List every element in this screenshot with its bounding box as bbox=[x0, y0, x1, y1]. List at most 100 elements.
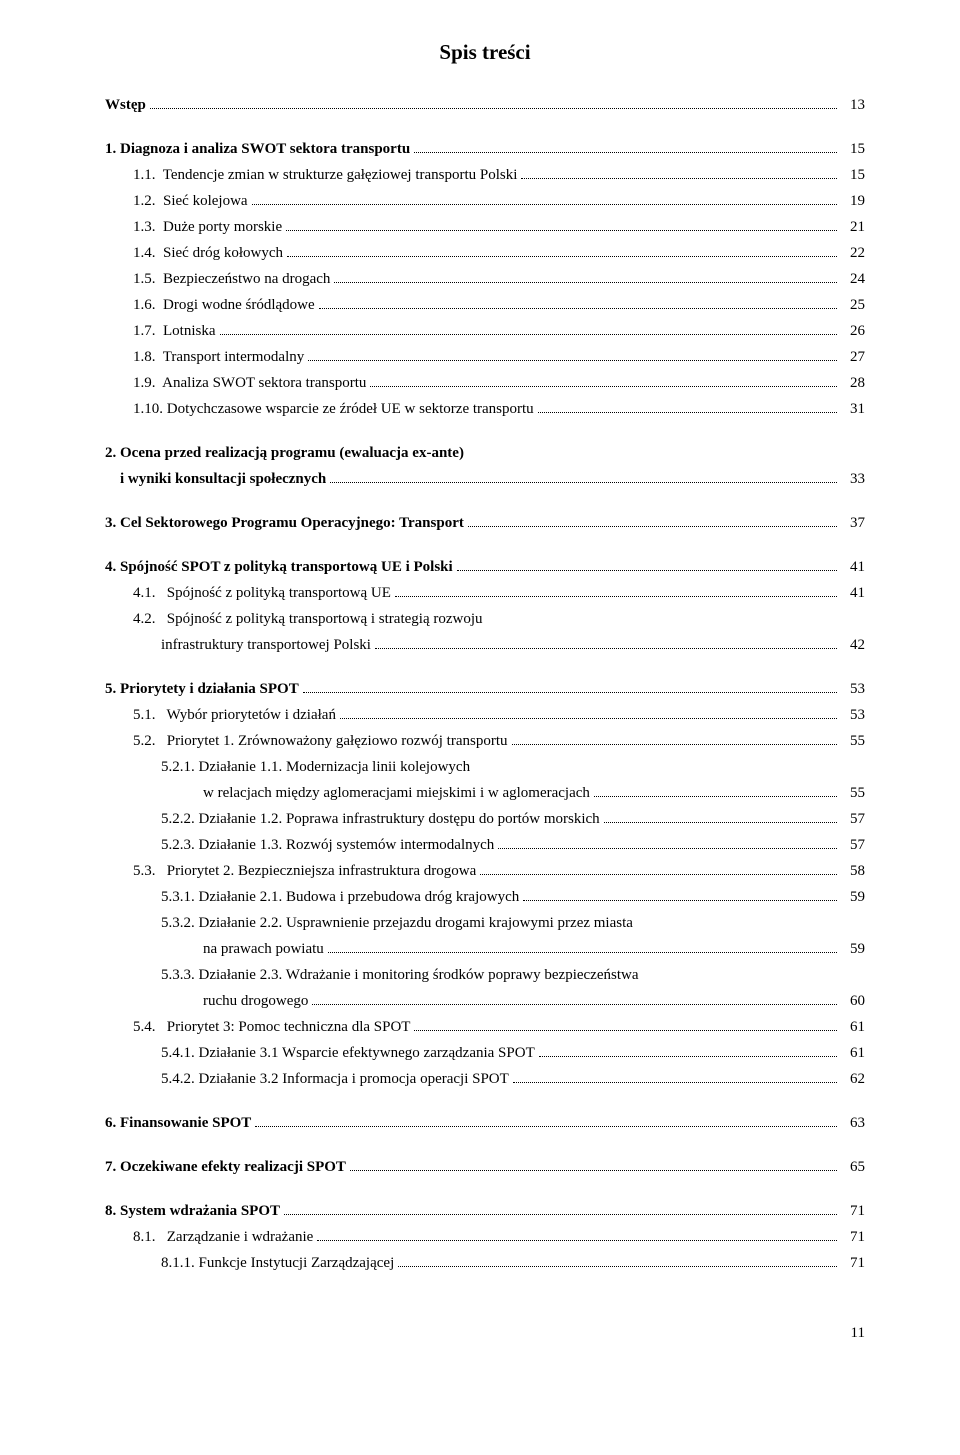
toc-label: 5.3.2. Działanie 2.2. Usprawnienie przej… bbox=[161, 911, 633, 935]
toc-leader-dots bbox=[538, 412, 837, 413]
page-title: Spis treści bbox=[105, 40, 865, 65]
toc-label: 5.3.3. Działanie 2.3. Wdrażanie i monito… bbox=[161, 963, 639, 987]
toc-label: 8. System wdrażania SPOT bbox=[105, 1199, 280, 1223]
toc-label: 3. Cel Sektorowego Programu Operacyjnego… bbox=[105, 511, 464, 535]
toc-label: 4.1. Spójność z polityką transportową UE bbox=[133, 581, 391, 605]
toc-label: 1.5. Bezpieczeństwo na drogach bbox=[133, 267, 330, 291]
toc-label: 1.9. Analiza SWOT sektora transportu bbox=[133, 371, 366, 395]
toc-entry: 5.4.2. Działanie 3.2 Informacja i promoc… bbox=[105, 1067, 865, 1091]
toc-label: 8.1.1. Funkcje Instytucji Zarządzającej bbox=[161, 1251, 394, 1275]
toc-label: 1.2. Sieć kolejowa bbox=[133, 189, 248, 213]
table-of-contents: Wstęp131. Diagnoza i analiza SWOT sektor… bbox=[105, 93, 865, 1275]
toc-page: 33 bbox=[841, 467, 865, 491]
toc-label: 1.1. Tendencje zmian w strukturze gałęzi… bbox=[133, 163, 517, 187]
toc-leader-dots bbox=[414, 1030, 837, 1031]
toc-label: 5.2.2. Działanie 1.2. Poprawa infrastruk… bbox=[161, 807, 600, 831]
toc-page: 21 bbox=[841, 215, 865, 239]
toc-entry: 5. Priorytety i działania SPOT53 bbox=[105, 677, 865, 701]
toc-leader-dots bbox=[340, 718, 837, 719]
toc-page: 41 bbox=[841, 581, 865, 605]
toc-label: 1.6. Drogi wodne śródlądowe bbox=[133, 293, 315, 317]
toc-label: 6. Finansowanie SPOT bbox=[105, 1111, 251, 1135]
toc-page: 63 bbox=[841, 1111, 865, 1135]
toc-page: 28 bbox=[841, 371, 865, 395]
toc-label: 1.3. Duże porty morskie bbox=[133, 215, 282, 239]
toc-entry: 5.4.1. Działanie 3.1 Wsparcie efektywneg… bbox=[105, 1041, 865, 1065]
toc-entry: 1.9. Analiza SWOT sektora transportu 28 bbox=[105, 371, 865, 395]
toc-label: 5.4. Priorytet 3: Pomoc techniczna dla S… bbox=[133, 1015, 410, 1039]
toc-page: 55 bbox=[841, 781, 865, 805]
section-gap bbox=[105, 1093, 865, 1111]
toc-leader-dots bbox=[375, 648, 837, 649]
toc-entry: 4. Spójność SPOT z polityką transportową… bbox=[105, 555, 865, 579]
toc-label: 1.10. Dotychczasowe wsparcie ze źródeł U… bbox=[133, 397, 534, 421]
toc-leader-dots bbox=[287, 256, 837, 257]
toc-label: 5.4.1. Działanie 3.1 Wsparcie efektywneg… bbox=[161, 1041, 535, 1065]
toc-entry: 1.10. Dotychczasowe wsparcie ze źródeł U… bbox=[105, 397, 865, 421]
toc-label: w relacjach między aglomeracjami miejski… bbox=[203, 781, 590, 805]
toc-entry: infrastruktury transportowej Polski42 bbox=[105, 633, 865, 657]
toc-leader-dots bbox=[319, 308, 837, 309]
toc-page: 61 bbox=[841, 1015, 865, 1039]
toc-leader-dots bbox=[303, 692, 837, 693]
toc-page: 71 bbox=[841, 1251, 865, 1275]
section-gap bbox=[105, 423, 865, 441]
toc-page: 71 bbox=[841, 1199, 865, 1223]
toc-label: 1.7. Lotniska bbox=[133, 319, 216, 343]
toc-leader-dots bbox=[350, 1170, 837, 1171]
toc-entry: 4.1. Spójność z polityką transportową UE… bbox=[105, 581, 865, 605]
toc-page: 57 bbox=[841, 807, 865, 831]
toc-label: 5.2.1. Działanie 1.1. Modernizacja linii… bbox=[161, 755, 470, 779]
toc-page: 65 bbox=[841, 1155, 865, 1179]
toc-page: 60 bbox=[841, 989, 865, 1013]
toc-leader-dots bbox=[334, 282, 837, 283]
toc-page: 71 bbox=[841, 1225, 865, 1249]
toc-entry: 5.2. Priorytet 1. Zrównoważony gałęziowo… bbox=[105, 729, 865, 753]
toc-page: 58 bbox=[841, 859, 865, 883]
toc-label: 4.2. Spójność z polityką transportową i … bbox=[133, 607, 483, 631]
toc-entry: 5.3.1. Działanie 2.1. Budowa i przebudow… bbox=[105, 885, 865, 909]
toc-entry: 6. Finansowanie SPOT 63 bbox=[105, 1111, 865, 1135]
toc-label: 5.1. Wybór priorytetów i działań bbox=[133, 703, 336, 727]
toc-page: 57 bbox=[841, 833, 865, 857]
toc-label: infrastruktury transportowej Polski bbox=[161, 633, 371, 657]
toc-leader-dots bbox=[370, 386, 837, 387]
toc-page: 24 bbox=[841, 267, 865, 291]
toc-entry: 5.2.2. Działanie 1.2. Poprawa infrastruk… bbox=[105, 807, 865, 831]
toc-label: 2. Ocena przed realizacją programu (ewal… bbox=[105, 441, 464, 465]
toc-label: 4. Spójność SPOT z polityką transportową… bbox=[105, 555, 453, 579]
toc-leader-dots bbox=[594, 796, 837, 797]
toc-entry: 1.3. Duże porty morskie 21 bbox=[105, 215, 865, 239]
toc-entry: 8. System wdrażania SPOT 71 bbox=[105, 1199, 865, 1223]
toc-entry: 1.2. Sieć kolejowa19 bbox=[105, 189, 865, 213]
toc-entry: 3. Cel Sektorowego Programu Operacyjnego… bbox=[105, 511, 865, 535]
toc-entry: 5.4. Priorytet 3: Pomoc techniczna dla S… bbox=[105, 1015, 865, 1039]
toc-label: 5.2.3. Działanie 1.3. Rozwój systemów in… bbox=[161, 833, 494, 857]
toc-label: 1.8. Transport intermodalny bbox=[133, 345, 304, 369]
toc-label: i wyniki konsultacji społecznych bbox=[105, 467, 326, 491]
toc-leader-dots bbox=[150, 108, 837, 109]
toc-entry: 5.1. Wybór priorytetów i działań 53 bbox=[105, 703, 865, 727]
toc-page: 59 bbox=[841, 885, 865, 909]
toc-leader-dots bbox=[539, 1056, 837, 1057]
toc-leader-dots bbox=[284, 1214, 837, 1215]
toc-page: 22 bbox=[841, 241, 865, 265]
toc-entry: 8.1. Zarządzanie i wdrażanie71 bbox=[105, 1225, 865, 1249]
toc-entry: ruchu drogowego60 bbox=[105, 989, 865, 1013]
toc-page: 53 bbox=[841, 703, 865, 727]
toc-entry: i wyniki konsultacji społecznych 33 bbox=[105, 467, 865, 491]
toc-entry: 5.2.1. Działanie 1.1. Modernizacja linii… bbox=[105, 755, 865, 779]
toc-leader-dots bbox=[317, 1240, 837, 1241]
toc-leader-dots bbox=[480, 874, 837, 875]
toc-entry: 5.3. Priorytet 2. Bezpieczniejsza infras… bbox=[105, 859, 865, 883]
toc-leader-dots bbox=[523, 900, 837, 901]
toc-label: 5.2. Priorytet 1. Zrównoważony gałęziowo… bbox=[133, 729, 508, 753]
toc-leader-dots bbox=[330, 482, 837, 483]
toc-leader-dots bbox=[255, 1126, 837, 1127]
toc-label: 7. Oczekiwane efekty realizacji SPOT bbox=[105, 1155, 346, 1179]
toc-page: 53 bbox=[841, 677, 865, 701]
toc-leader-dots bbox=[498, 848, 837, 849]
toc-label: 5.4.2. Działanie 3.2 Informacja i promoc… bbox=[161, 1067, 509, 1091]
toc-entry: 1.5. Bezpieczeństwo na drogach 24 bbox=[105, 267, 865, 291]
toc-label: 1.4. Sieć dróg kołowych bbox=[133, 241, 283, 265]
